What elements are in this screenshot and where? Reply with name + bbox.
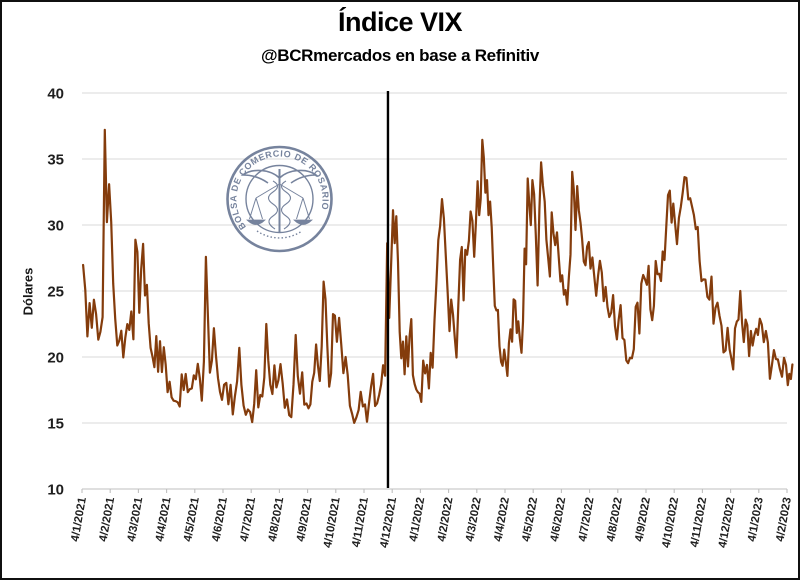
x-tick-label: 4/6/2021 <box>210 496 230 543</box>
x-tick-label: 4/11/2021 <box>350 496 371 548</box>
seal-outer-ring <box>226 145 333 253</box>
x-tick-label: 4/1/2023 <box>746 496 766 542</box>
seal-bottom-motto-arc <box>256 230 303 239</box>
x-tick-label: 4/10/2022 <box>660 496 681 548</box>
x-tick-label: 4/4/2022 <box>492 496 512 542</box>
x-tick-label: 4/2/2021 <box>98 496 118 543</box>
x-tick-label: 4/12/2021 <box>378 496 399 549</box>
x-tick-label: 4/3/2021 <box>126 496 146 543</box>
y-tick-label: 35 <box>47 152 64 169</box>
y-tick-label: 20 <box>47 350 64 367</box>
y-tick-label: 10 <box>47 482 64 499</box>
x-tick-label: 4/5/2022 <box>521 496 541 542</box>
y-tick-label: 30 <box>47 218 64 235</box>
x-tick-label: 4/7/2021 <box>239 496 259 543</box>
axis-tick-labels: 10 15 20 25 30 35 40 4/1/2021 4/2/2021 4/3/2021 4/… <box>47 86 794 549</box>
x-tick-label: 4/10/2021 <box>322 496 343 549</box>
x-tick-label: 4/12/2022 <box>717 496 738 548</box>
x-tick-label: 4/8/2021 <box>267 496 287 543</box>
vix-series-line <box>81 128 794 424</box>
x-tick-label: 4/8/2022 <box>605 496 625 542</box>
x-tick-label: 4/1/2021 <box>69 496 89 543</box>
y-tick-label: 40 <box>47 86 64 103</box>
caduceus-icon <box>240 169 319 233</box>
x-axis <box>81 489 788 493</box>
x-tick-label: 4/2/2023 <box>774 496 794 542</box>
x-tick-label: 4/11/2022 <box>689 496 710 548</box>
scales-icon <box>246 183 313 225</box>
x-tick-label: 4/7/2022 <box>577 496 597 542</box>
x-tick-label: 4/9/2021 <box>295 496 315 543</box>
x-tick-label: 4/4/2021 <box>154 496 174 543</box>
bcr-rosario-seal-watermark: BOLSA DE COMERCIO DE ROSARIO <box>226 145 333 253</box>
chart-title: Índice VIX <box>337 7 463 37</box>
x-tick-label: 4/2/2022 <box>436 496 456 542</box>
x-tick-label: 4/3/2022 <box>464 496 484 542</box>
x-tick-label: 4/1/2022 <box>408 496 428 542</box>
x-tick-label: 4/6/2022 <box>549 496 569 542</box>
data-series <box>81 91 794 488</box>
chart-subtitle: @BCRmercados en base a Refinitiv <box>260 46 540 65</box>
y-tick-label: 15 <box>47 416 64 433</box>
gridlines <box>82 92 787 490</box>
y-tick-label: 25 <box>47 284 64 301</box>
x-tick-label: 4/9/2022 <box>633 496 653 542</box>
x-tick-label: 4/5/2021 <box>182 496 202 543</box>
